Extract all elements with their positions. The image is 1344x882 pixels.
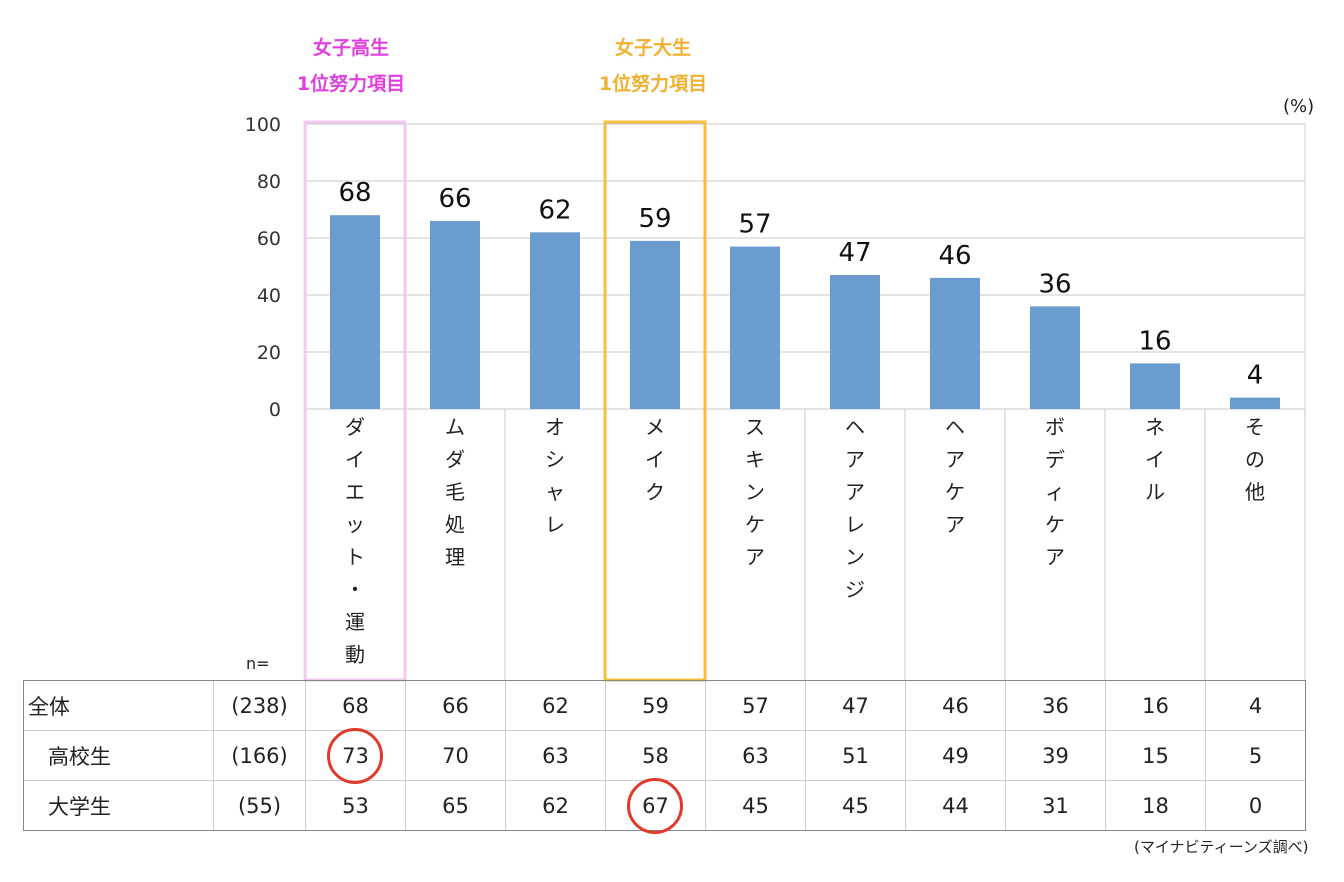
bar [930,277,980,409]
high-school-annotation-line2: 1位努力項目 [296,73,406,95]
table-cell: 59 [605,680,706,731]
table-row: 全体 (238) 68 66 62 59 57 47 46 36 16 4 [23,680,1306,731]
table-cell: 36 [1005,680,1106,731]
table-cell: 63 [505,730,606,781]
university-annotation-line2: 1位努力項目 [598,73,708,95]
category-label: スキンケア [745,415,765,569]
y-tick-label: 100 [245,114,281,136]
table-cell: 4 [1205,680,1306,731]
sample-size: (55) [213,780,306,831]
data-label: 16 [1138,326,1171,356]
table-cell: 73 [305,730,406,781]
data-label: 57 [738,210,771,240]
y-tick-label: 20 [257,342,281,364]
highlight-circle: 67 [642,793,669,818]
table-cell: 46 [905,680,1006,731]
n-label: n= [246,654,270,673]
bar [630,240,680,409]
table-cell: 63 [705,730,806,781]
table-cell: 66 [405,680,506,731]
data-label: 66 [438,184,471,214]
table-cell: 62 [505,680,606,731]
table-cell: 49 [905,730,1006,781]
bar [1130,363,1180,409]
table-cell: 31 [1005,780,1106,831]
y-tick-label: 0 [269,399,281,421]
table-cell: 0 [1205,780,1306,831]
table-cell: 18 [1105,780,1206,831]
category-label: ヘアアレンジ [845,415,865,602]
category-label: ダイエット・運動 [345,415,365,667]
table-cell: 39 [1005,730,1106,781]
table-cell: 57 [705,680,806,731]
data-label: 68 [338,178,371,208]
row-label: 高校生 [23,730,214,781]
high-school-annotation-line1: 女子高生 [312,37,389,59]
category-label: オシャレ [545,415,565,537]
category-label: ヘアケア [945,415,965,537]
table-cell: 65 [405,780,506,831]
table-cell: 67 [605,780,706,831]
bar [1230,397,1280,409]
sample-size: (238) [213,680,306,731]
table-cell: 16 [1105,680,1206,731]
table-cell: 68 [305,680,406,731]
bar [530,232,580,409]
category-label: ネイル [1145,415,1165,504]
data-label: 59 [638,204,671,234]
data-label: 62 [538,195,571,225]
y-tick-label: 60 [257,228,281,250]
table-cell: 62 [505,780,606,831]
table-cell: 15 [1105,730,1206,781]
university-top-item-annotation: 女子大生 1位努力項目 [553,30,753,102]
table-cell: 45 [705,780,806,831]
row-label: 全体 [23,680,214,731]
source-note: (マイナビティーンズ調べ) [1134,838,1309,856]
category-label: メイク [645,415,665,504]
data-label: 47 [838,238,871,268]
university-annotation-line1: 女子大生 [614,37,691,59]
y-tick-label: 40 [257,285,281,307]
bar [1030,306,1080,409]
data-table: 全体 (238) 68 66 62 59 57 47 46 36 16 4 高校生 (166) 73 70 63… [23,680,1306,831]
table-cell: 53 [305,780,406,831]
data-label: 46 [938,241,971,271]
bar [730,246,780,409]
table-cell: 44 [905,780,1006,831]
table-row: 高校生 (166) 73 70 63 58 63 51 49 39 15 5 [23,730,1306,781]
y-tick-label: 80 [257,171,281,193]
table-cell: 5 [1205,730,1306,781]
table-cell: 47 [805,680,906,731]
table-cell: 45 [805,780,906,831]
highlight-circle: 73 [342,743,369,768]
bar [830,275,880,409]
bar [330,215,380,409]
category-label: ボディケア [1045,415,1065,569]
data-label: 36 [1038,269,1071,299]
table-cell: 70 [405,730,506,781]
category-label: ムダ毛処理 [445,415,465,569]
table-cell: 51 [805,730,906,781]
data-label: 4 [1247,361,1264,391]
bar [430,220,480,409]
table-cell: 58 [605,730,706,781]
high-school-top-item-annotation: 女子高生 1位努力項目 [251,30,451,102]
category-label: その他 [1245,415,1265,504]
table-row: 大学生 (55) 53 65 62 67 45 45 44 31 18 0 [23,780,1306,831]
row-label: 大学生 [23,780,214,831]
sample-size: (166) [213,730,306,781]
unit-label: (%) [1283,96,1315,117]
